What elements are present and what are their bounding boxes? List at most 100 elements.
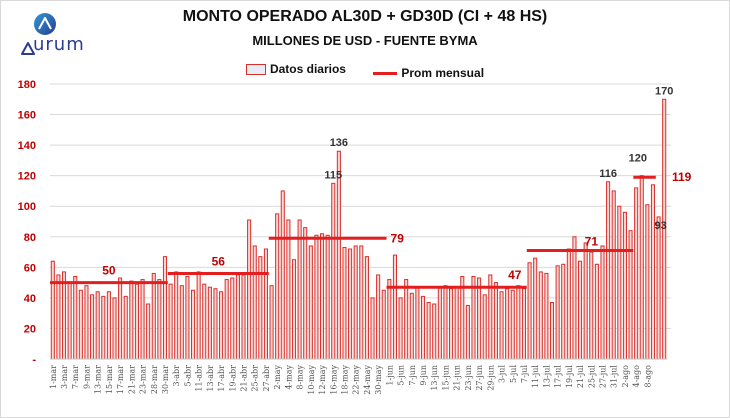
bar-data-label: 115 bbox=[324, 169, 342, 181]
legend-item-bars: Datos diarios bbox=[245, 62, 346, 76]
bar bbox=[331, 182, 336, 360]
bar bbox=[370, 297, 375, 360]
x-tick-label: 2-ago bbox=[621, 365, 630, 388]
bar bbox=[73, 276, 78, 360]
bar bbox=[376, 274, 381, 360]
bar bbox=[303, 227, 308, 360]
x-tick-label: 8-may bbox=[296, 365, 305, 390]
bar bbox=[600, 245, 605, 360]
x-tick-label: 2-may bbox=[273, 365, 282, 390]
bar bbox=[185, 276, 190, 360]
x-tick-label: 1-jun bbox=[385, 365, 394, 386]
bar-data-label: 170 bbox=[655, 85, 673, 97]
bar bbox=[460, 276, 465, 360]
x-tick-label: 30-mar bbox=[161, 365, 170, 394]
x-tick-label: 11-jul bbox=[531, 365, 540, 389]
bar bbox=[90, 294, 95, 360]
bar bbox=[213, 288, 218, 360]
bar bbox=[101, 295, 106, 360]
bar bbox=[353, 245, 358, 360]
x-tick-label: 23-mar bbox=[139, 365, 148, 394]
x-tick-label: 3-jul bbox=[498, 365, 507, 383]
x-tick-label: 5-jun bbox=[397, 365, 406, 386]
bar bbox=[247, 219, 252, 360]
bar bbox=[521, 288, 527, 360]
x-tick-label: 21-jul bbox=[576, 365, 585, 389]
bar bbox=[364, 256, 369, 360]
bar bbox=[566, 248, 571, 360]
bar bbox=[505, 288, 510, 360]
bar bbox=[443, 285, 448, 360]
x-tick-label: 30-may bbox=[374, 365, 383, 395]
x-tick-label: 21-jun bbox=[453, 365, 462, 391]
y-tick-label: 120 bbox=[18, 171, 36, 183]
monthly-average-label: 71 bbox=[585, 235, 599, 249]
bar bbox=[392, 254, 398, 360]
monthly-average-label: 47 bbox=[508, 268, 522, 282]
bar bbox=[174, 271, 179, 360]
bar bbox=[196, 271, 201, 360]
x-tick-label: 19-jul bbox=[565, 365, 574, 389]
x-tick-label: 17-mar bbox=[116, 365, 125, 394]
x-tick-label: 5-abr bbox=[183, 365, 192, 387]
bar bbox=[61, 271, 67, 360]
monthly-average-label: 50 bbox=[102, 264, 116, 278]
monthly-average-label: 119 bbox=[672, 170, 692, 184]
bar bbox=[549, 301, 555, 360]
bar bbox=[297, 219, 302, 360]
x-tick-label: 7-mar bbox=[71, 365, 80, 389]
bar bbox=[578, 260, 583, 360]
bar bbox=[219, 291, 224, 360]
bar bbox=[325, 234, 330, 360]
y-tick-label: 100 bbox=[18, 201, 36, 213]
chart-subtitle: MILLONES DE USD - FUENTE BYMA bbox=[252, 33, 478, 48]
x-tick-label: 19-abr bbox=[228, 365, 237, 392]
bar bbox=[432, 303, 437, 360]
x-tick-label: 4-ago bbox=[632, 365, 641, 388]
bar bbox=[308, 245, 313, 360]
bar bbox=[589, 251, 594, 360]
bar bbox=[275, 213, 280, 360]
bar bbox=[359, 245, 364, 360]
legend-swatch-avg bbox=[373, 71, 398, 75]
bar bbox=[634, 187, 639, 360]
x-tick-label: 7-jun bbox=[408, 365, 417, 386]
bar-data-label: 136 bbox=[330, 137, 348, 149]
x-tick-label: 13-mar bbox=[94, 365, 103, 394]
bar bbox=[387, 279, 392, 360]
bar bbox=[555, 265, 560, 360]
bar bbox=[622, 211, 627, 360]
x-tick-label: 9-mar bbox=[82, 365, 91, 389]
y-tick-label: 80 bbox=[24, 232, 36, 244]
x-tick-label: 21-mar bbox=[127, 365, 136, 394]
x-tick-label: 22-may bbox=[352, 365, 361, 395]
x-tick-label: 18-may bbox=[340, 365, 349, 395]
bar bbox=[252, 245, 257, 360]
bar bbox=[471, 276, 476, 360]
legend-swatch-bars bbox=[245, 63, 266, 75]
bar bbox=[168, 283, 173, 360]
bar bbox=[241, 274, 246, 360]
x-tick-label: 27-abr bbox=[262, 365, 271, 392]
bar bbox=[280, 190, 285, 360]
y-tick-label: 160 bbox=[18, 110, 36, 122]
x-tick-label: 17-abr bbox=[217, 365, 226, 392]
bar bbox=[449, 288, 454, 360]
bar bbox=[544, 272, 549, 360]
bar bbox=[140, 279, 145, 360]
x-tick-label: 15-mar bbox=[105, 365, 114, 394]
bar bbox=[286, 219, 291, 360]
x-tick-label: 8-ago bbox=[643, 365, 652, 388]
bar bbox=[146, 303, 151, 360]
bar bbox=[409, 292, 414, 360]
legend-item-avg: Prom mensual bbox=[373, 66, 484, 80]
bar bbox=[202, 283, 207, 360]
bar bbox=[50, 260, 55, 360]
bar bbox=[533, 257, 538, 360]
x-tick-label: 25-jul bbox=[587, 365, 596, 389]
bar bbox=[482, 294, 487, 360]
chart-title: MONTO OPERADO AL30D + GD30D (CI + 48 HS) bbox=[182, 8, 548, 25]
monthly-average-label: 56 bbox=[212, 254, 226, 268]
bar bbox=[84, 285, 89, 360]
x-tick-label: 4-may bbox=[284, 365, 293, 390]
